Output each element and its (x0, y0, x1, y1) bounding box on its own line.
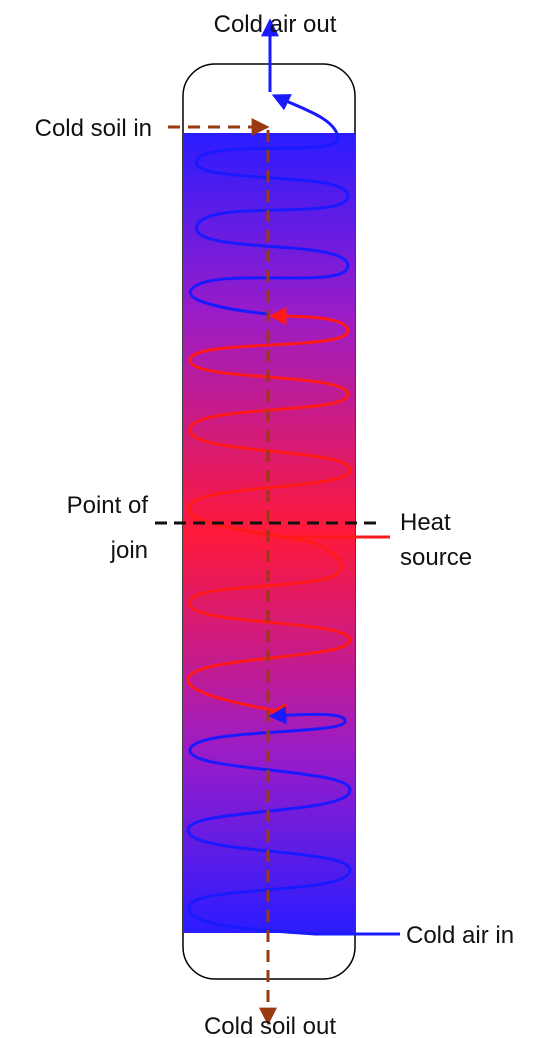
label-cold-air-in: Cold air in (406, 922, 514, 949)
label-cold-air-out: Cold air out (214, 11, 337, 38)
air-spiral-upper (188, 94, 350, 316)
label-point-of-join-1: Point of (67, 492, 149, 519)
heat-spiral-lower (186, 543, 352, 721)
heat-spiral-upper (187, 307, 352, 545)
label-cold-soil-in: Cold soil in (35, 115, 152, 142)
label-point-of-join-2: join (110, 537, 148, 564)
label-heat-source-1: Heat (400, 509, 451, 536)
label-heat-source-2: source (400, 544, 472, 571)
label-cold-soil-out: Cold soil out (204, 1013, 336, 1038)
air-spiral-lower (186, 706, 400, 936)
